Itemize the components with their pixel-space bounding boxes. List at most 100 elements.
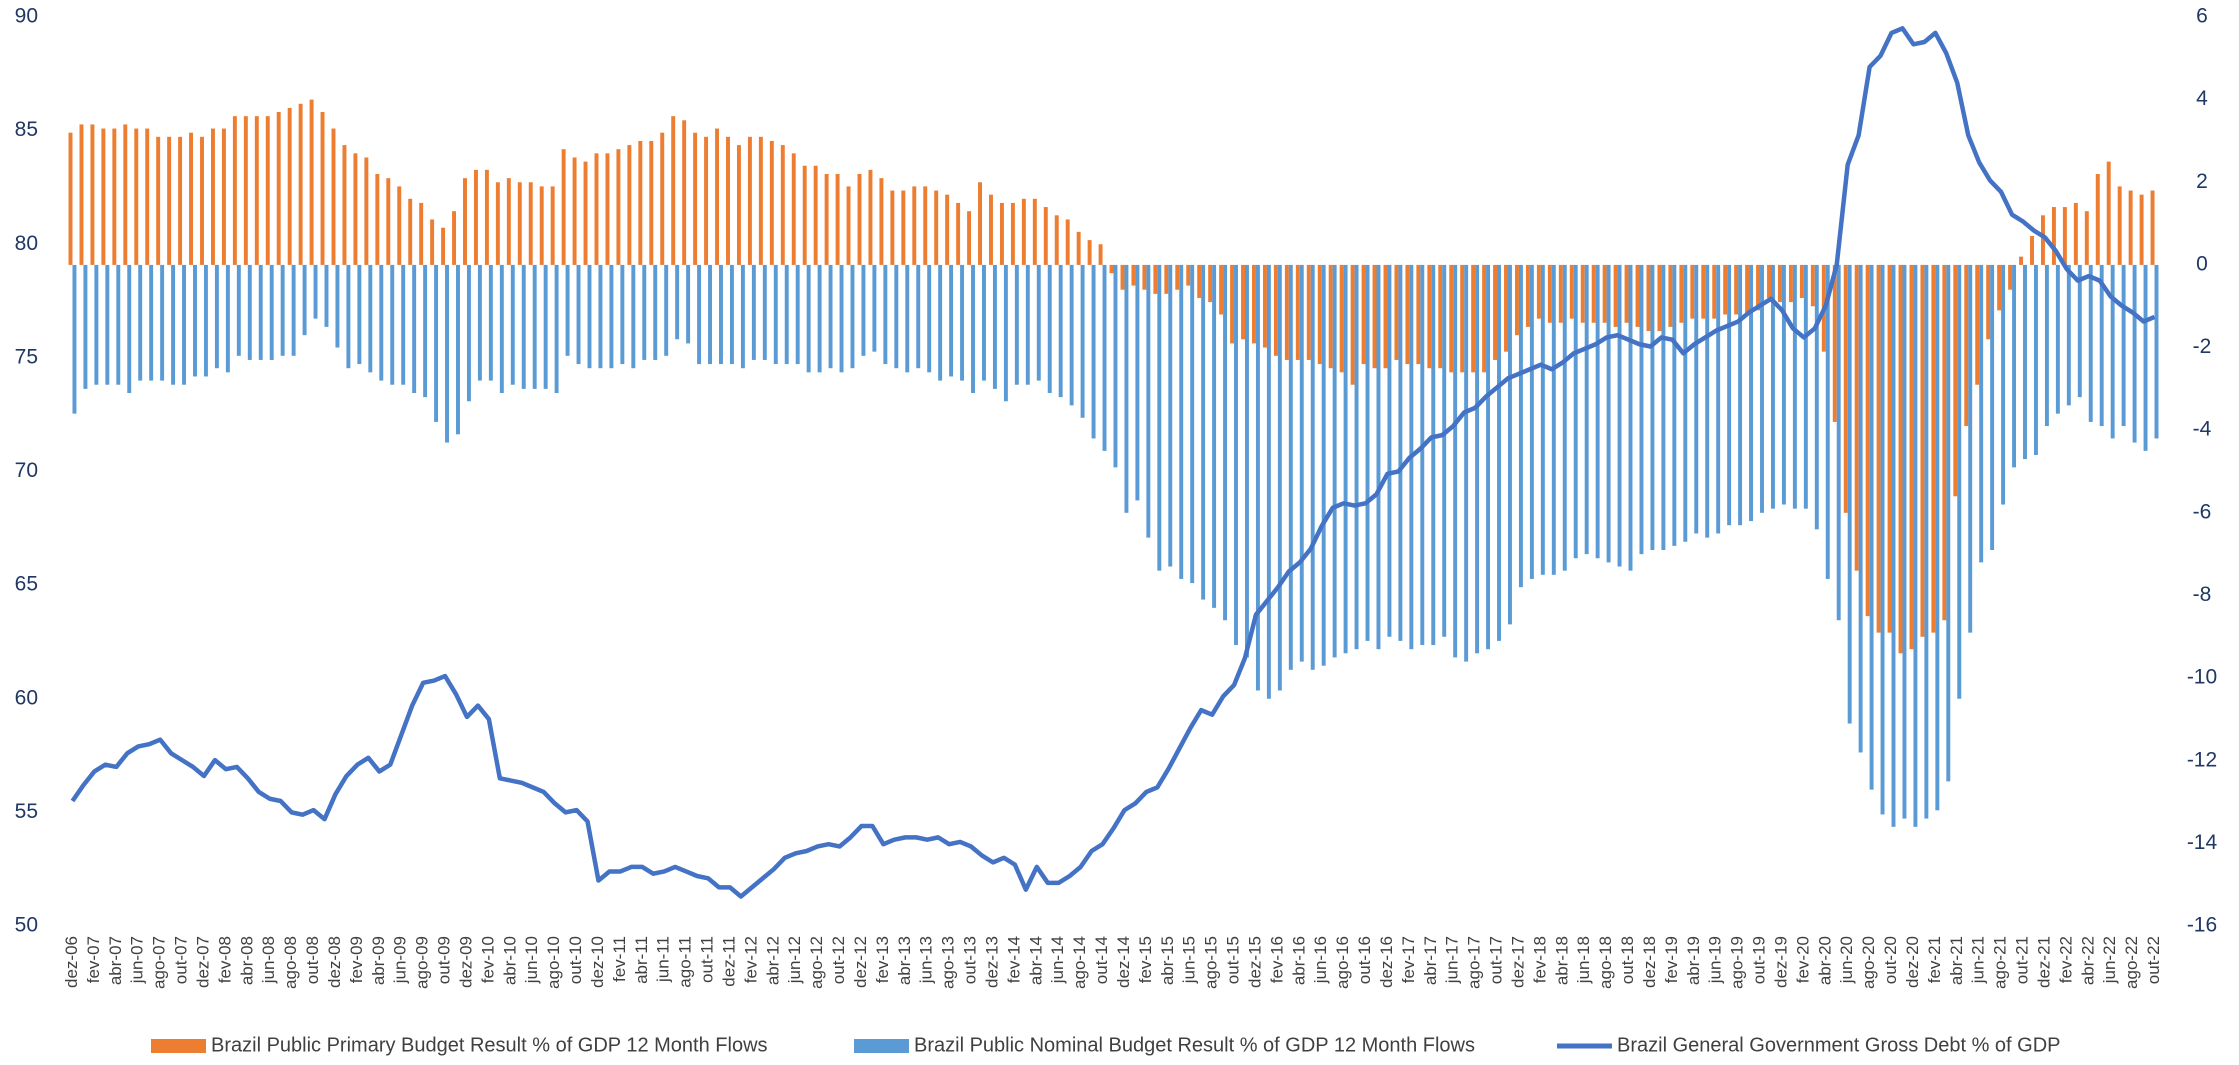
x-tick-label: out-20 bbox=[1881, 936, 1900, 984]
bar bbox=[1760, 264, 1764, 513]
bar bbox=[138, 264, 143, 381]
bar bbox=[1328, 264, 1333, 369]
bar bbox=[379, 264, 384, 381]
bar bbox=[1705, 264, 1710, 538]
x-tick-label: dez-09 bbox=[456, 936, 475, 988]
bar bbox=[850, 264, 855, 369]
bar bbox=[605, 153, 610, 265]
bar bbox=[1262, 264, 1267, 348]
bar bbox=[2066, 264, 2071, 406]
bar bbox=[923, 186, 928, 265]
x-tick-label: out-14 bbox=[1092, 936, 1111, 984]
bar bbox=[1968, 264, 1973, 633]
bar bbox=[1935, 264, 1940, 811]
bar bbox=[287, 107, 292, 265]
bar bbox=[861, 264, 866, 356]
x-tick-label: dez-20 bbox=[1903, 936, 1922, 988]
bar bbox=[1547, 264, 1552, 323]
x-tick-label: abr-16 bbox=[1289, 936, 1308, 985]
bar bbox=[1767, 264, 1771, 298]
bar bbox=[806, 264, 811, 373]
bar bbox=[598, 264, 603, 369]
bar bbox=[83, 264, 88, 389]
x-tick-label: jun-07 bbox=[128, 936, 147, 984]
bar bbox=[762, 264, 767, 360]
bar bbox=[2084, 211, 2089, 265]
bar bbox=[189, 132, 194, 265]
bar bbox=[1803, 264, 1808, 509]
x-tick-label: out-09 bbox=[435, 936, 454, 984]
bar bbox=[561, 149, 566, 265]
bar bbox=[1157, 264, 1162, 571]
y-tick-label: 85 bbox=[15, 118, 38, 141]
bar bbox=[1273, 264, 1278, 356]
bar bbox=[758, 136, 763, 265]
x-tick-label: fev-10 bbox=[478, 936, 497, 983]
bar bbox=[1953, 264, 1958, 497]
y2-tick-label: -2 bbox=[2193, 335, 2212, 358]
bar bbox=[182, 264, 187, 385]
x-tick-label: dez-19 bbox=[1771, 936, 1790, 988]
bar bbox=[999, 202, 1004, 265]
x-tick-label: abr-19 bbox=[1684, 936, 1703, 985]
bar bbox=[539, 186, 544, 265]
x-tick-label: fev-22 bbox=[2056, 936, 2075, 983]
x-tick-label: fev-17 bbox=[1399, 936, 1418, 983]
bar bbox=[1135, 264, 1140, 501]
bar bbox=[2001, 264, 2006, 505]
bar bbox=[872, 264, 877, 352]
bar bbox=[149, 264, 154, 381]
bar bbox=[1924, 264, 1929, 819]
x-tick-label: fev-11 bbox=[610, 936, 629, 982]
bar bbox=[726, 136, 730, 265]
bar bbox=[1858, 264, 1863, 753]
bar bbox=[1683, 264, 1688, 542]
bar bbox=[1284, 264, 1289, 360]
bar bbox=[883, 264, 888, 365]
bar bbox=[1475, 264, 1480, 654]
bar bbox=[408, 198, 413, 265]
bar bbox=[1891, 264, 1896, 827]
bar bbox=[1460, 264, 1465, 373]
bar bbox=[1825, 264, 1830, 579]
bar bbox=[1635, 264, 1640, 327]
bar bbox=[2121, 264, 2126, 427]
x-tick-label: dez-13 bbox=[982, 936, 1001, 988]
bar bbox=[1738, 264, 1743, 526]
bar bbox=[1219, 264, 1224, 315]
bar bbox=[773, 264, 778, 365]
bar bbox=[210, 128, 215, 265]
bar bbox=[620, 264, 625, 365]
bar bbox=[473, 169, 478, 265]
bar bbox=[466, 264, 471, 402]
bar bbox=[1109, 264, 1114, 274]
bar bbox=[572, 157, 577, 265]
bar bbox=[331, 128, 336, 265]
bar bbox=[1712, 264, 1717, 319]
bar bbox=[134, 128, 139, 265]
bar bbox=[1288, 264, 1293, 670]
bar bbox=[1021, 198, 1026, 265]
x-tick-label: out-17 bbox=[1487, 936, 1506, 984]
bar bbox=[1558, 264, 1563, 323]
bar bbox=[1898, 264, 1903, 654]
x-tick-label: fev-20 bbox=[1793, 936, 1812, 983]
x-tick-label: abr-10 bbox=[500, 936, 519, 985]
y2-tick-label: 6 bbox=[2196, 5, 2208, 28]
bar bbox=[1551, 264, 1556, 575]
x-tick-label: ago-13 bbox=[939, 936, 958, 989]
bar bbox=[1372, 264, 1377, 369]
bar bbox=[517, 182, 522, 265]
bar bbox=[1365, 264, 1370, 641]
x-tick-label: fev-13 bbox=[873, 936, 892, 983]
bar bbox=[2033, 264, 2038, 455]
y-tick-label: 70 bbox=[15, 459, 38, 482]
bar bbox=[894, 264, 899, 369]
y2-tick-label: -6 bbox=[2193, 500, 2212, 523]
bar bbox=[1525, 264, 1530, 327]
bar bbox=[499, 264, 504, 393]
bar bbox=[1153, 264, 1158, 294]
bar bbox=[412, 264, 417, 393]
bar bbox=[276, 112, 281, 265]
x-tick-label: dez-08 bbox=[325, 936, 344, 988]
